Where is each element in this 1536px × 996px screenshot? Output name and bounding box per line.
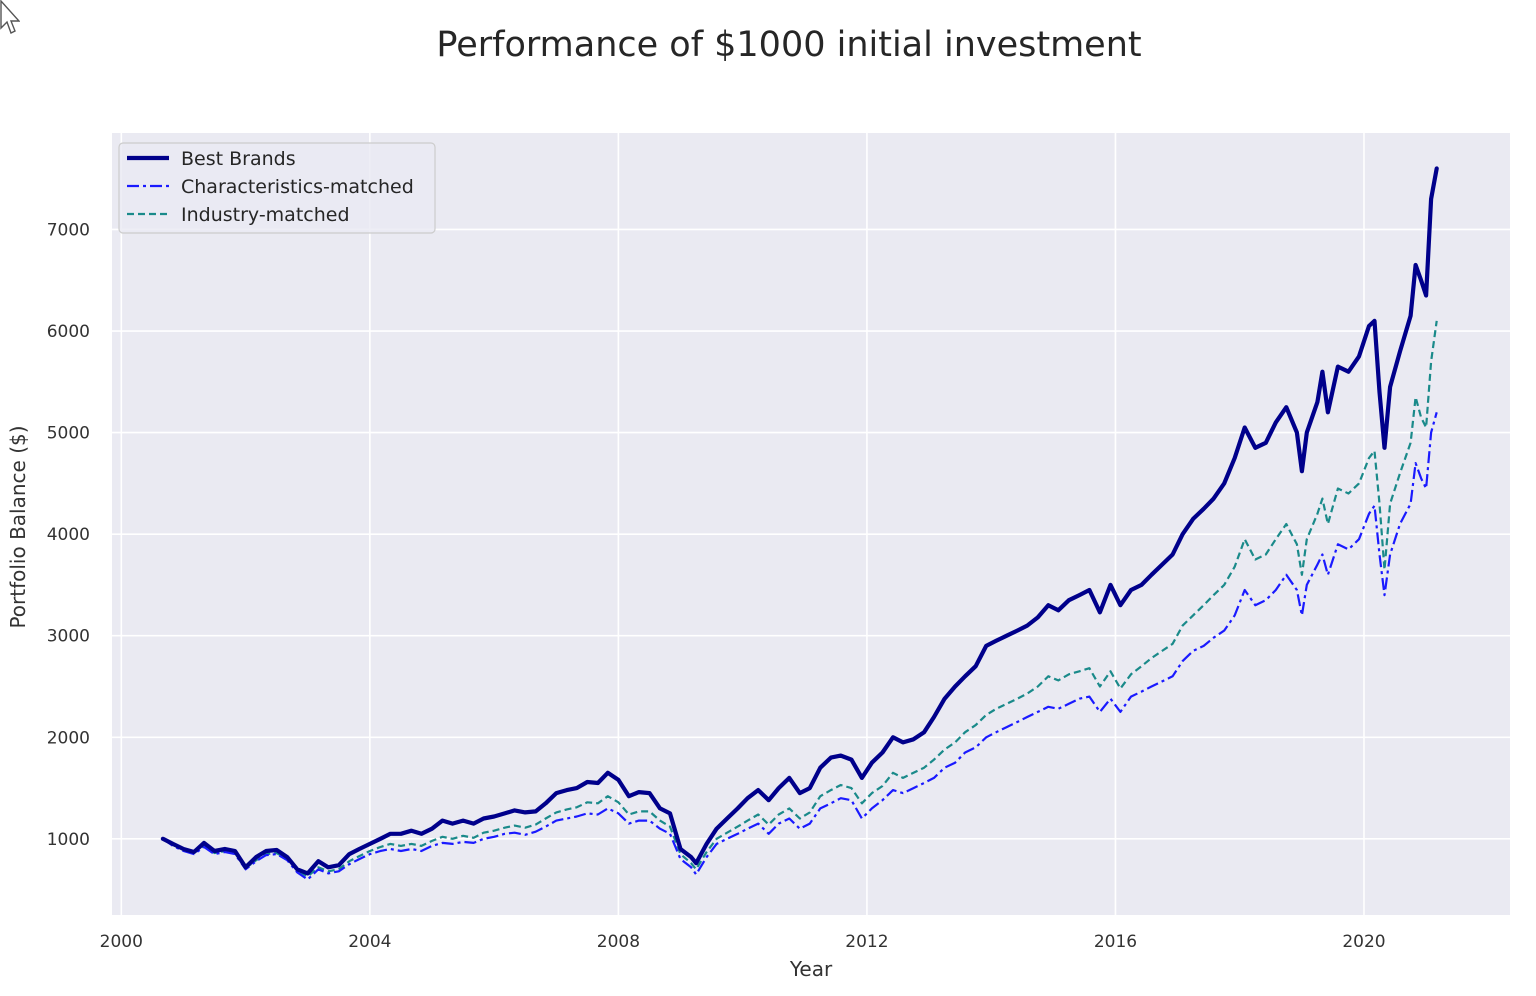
y-tick-label: 3000 — [47, 627, 90, 647]
plot-area — [112, 133, 1510, 915]
y-tick-label: 1000 — [47, 830, 90, 850]
legend: Best Brands Characteristics-matched Indu… — [118, 142, 436, 234]
x-tick-label: 2004 — [348, 932, 391, 952]
x-tick-label: 2008 — [597, 932, 640, 952]
y-tick-label: 2000 — [47, 728, 90, 748]
chart-title: Performance of $1000 initial investment — [436, 25, 1141, 65]
x-tick-label: 2012 — [845, 932, 888, 952]
legend-label-characteristics-matched: Characteristics-matched — [181, 176, 414, 198]
legend-box — [118, 142, 436, 234]
legend-label-industry-matched: Industry-matched — [181, 204, 350, 226]
y-tick-labels: 1000 2000 3000 4000 5000 6000 7000 — [47, 220, 90, 849]
y-axis-label: Portfolio Balance ($) — [6, 425, 30, 628]
x-axis-label: Year — [789, 957, 833, 981]
y-tick-label: 5000 — [47, 424, 90, 444]
series-line-best-brands — [160, 166, 1439, 876]
legend-label-best-brands: Best Brands — [181, 148, 296, 170]
x-tick-label: 2020 — [1342, 932, 1385, 952]
y-tick-label: 7000 — [47, 220, 90, 240]
x-tick-labels: 2000 2004 2008 2012 2016 2020 — [100, 932, 1386, 952]
series-line-characteristics-matched — [162, 412, 1438, 881]
x-tick-label: 2000 — [100, 932, 143, 952]
series-layer — [160, 166, 1439, 881]
series-line-industry-matched — [162, 320, 1438, 878]
mouse-cursor-icon — [0, 0, 20, 34]
y-tick-label: 6000 — [47, 322, 90, 342]
y-tick-label: 4000 — [47, 525, 90, 545]
x-tick-label: 2016 — [1094, 932, 1137, 952]
